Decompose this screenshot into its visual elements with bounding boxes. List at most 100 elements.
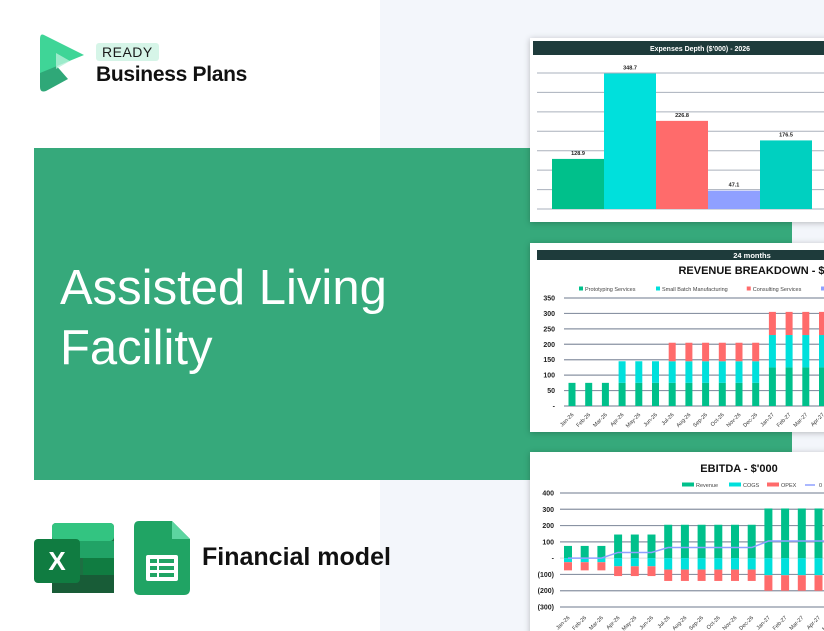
line-series [568,540,824,559]
bar-segment [819,367,824,406]
x-tick-label: Jun-26 [639,615,655,631]
bar-segment [752,342,760,362]
x-tick-label: Mar-27 [793,412,810,429]
x-tick-label: Sep-26 [692,412,709,429]
x-tick-label: Dec-26 [742,412,759,429]
chart-header [533,41,824,55]
bar-segment [664,558,673,570]
y-tick-label: 350 [543,296,555,303]
chart-header [537,250,824,260]
bar [604,73,656,209]
legend-swatch [767,482,779,487]
bar [656,120,708,209]
bar-segment [652,361,659,383]
bar-segment [718,342,726,362]
bar-segment [718,382,726,406]
bar-segment [714,558,723,570]
chart-title: REVENUE BREAKDOWN - $'000 [678,265,824,277]
bar-segment [647,558,656,567]
legend-swatch [682,482,694,487]
bar-segment [731,524,739,559]
bar-segment [630,534,639,559]
bar-segment [601,382,609,406]
x-tick-label: Apr-27 [810,412,824,428]
revenue-chart-card: 24 months -50 100 150 200 250 300 350 Jan-26 Feb-… [530,243,824,432]
bar-segment [585,382,593,406]
legend-swatch [821,286,824,291]
bar-segment [802,335,810,368]
bar-segment [630,566,639,577]
x-tick-label: Jan-26 [555,615,571,631]
bar [760,140,812,209]
bar-segment [668,342,676,362]
bar-segment [647,534,656,559]
y-tick-label: 400 [542,491,554,498]
bar-segment [697,558,706,570]
y-tick-label: 100 [542,539,554,546]
bar-segment [797,575,806,591]
x-tick-label: Nov-26 [722,615,739,631]
bar-segment [768,335,776,368]
bar-segment [597,545,606,559]
bar-segment [814,508,823,559]
x-tick-label: Apr-26 [610,412,626,428]
brand-name: Business Plans [96,63,248,86]
legend-swatch [656,286,660,291]
bar-segment [802,311,810,336]
x-tick-label: Apr-26 [606,615,622,631]
bar-segment [568,382,576,406]
hero-title: Assisted Living Facility [60,261,387,375]
legend-swatch [746,286,751,291]
x-tick-label: Jan-26 [559,412,575,428]
y-tick-label: - [553,404,556,411]
bar-segment [814,575,823,591]
bar-segment [714,569,723,581]
y-tick-label: 300 [542,507,554,514]
bar [708,190,760,209]
bar-segment [597,558,606,563]
legend-label: Revenue [696,483,718,489]
bar-segment [768,367,776,406]
bar-segment [747,524,756,559]
x-tick-label: Jul-26 [657,615,672,630]
bar-segment [747,569,756,581]
bar-segment [781,575,790,591]
x-tick-label: Mar-27 [789,615,806,631]
bar-segment [685,382,693,406]
x-tick-label: Aug-26 [676,412,693,429]
data-label: 348.7 [623,66,637,72]
y-tick-label: (100) [538,572,554,579]
bar-segment [614,558,623,567]
bar-segment [718,361,726,383]
legend-swatch [729,482,741,487]
bar-segment [764,575,773,591]
bar-segment [702,342,710,362]
bar-segment [735,361,743,383]
bar-segment [614,534,623,559]
footer-label: Financial model [202,543,391,571]
bar-segment [814,558,823,576]
data-label: 176.5 [779,132,793,138]
bar-segment [785,367,793,406]
legend-label: COGS [743,483,760,489]
ebitda-chart-card: (300) (200) (100) - 100 200 300 400 Jan-26 Feb-26… [530,452,824,631]
x-tick-label: Feb-27 [776,412,793,429]
bar-segment [635,361,643,383]
bar-segment [752,361,760,383]
x-tick-label: Mar-26 [592,412,609,429]
x-tick-label: Jan-27 [756,615,772,631]
x-tick-label: Jun-26 [643,412,659,428]
bar-segment [580,558,589,563]
bar-segment [664,569,673,581]
bar-segment [564,545,572,559]
svg-text:X: X [48,546,66,576]
bar-segment [580,545,589,559]
bar-segment [697,569,706,581]
x-tick-label: Nov-26 [726,412,743,429]
legend-label: Prototyping Services [585,287,636,293]
excel-icon: X [34,523,114,593]
bar-segment [685,361,693,383]
y-tick-label: - [552,556,555,563]
legend-label: 0 [819,483,822,489]
bar-segment [564,558,572,563]
